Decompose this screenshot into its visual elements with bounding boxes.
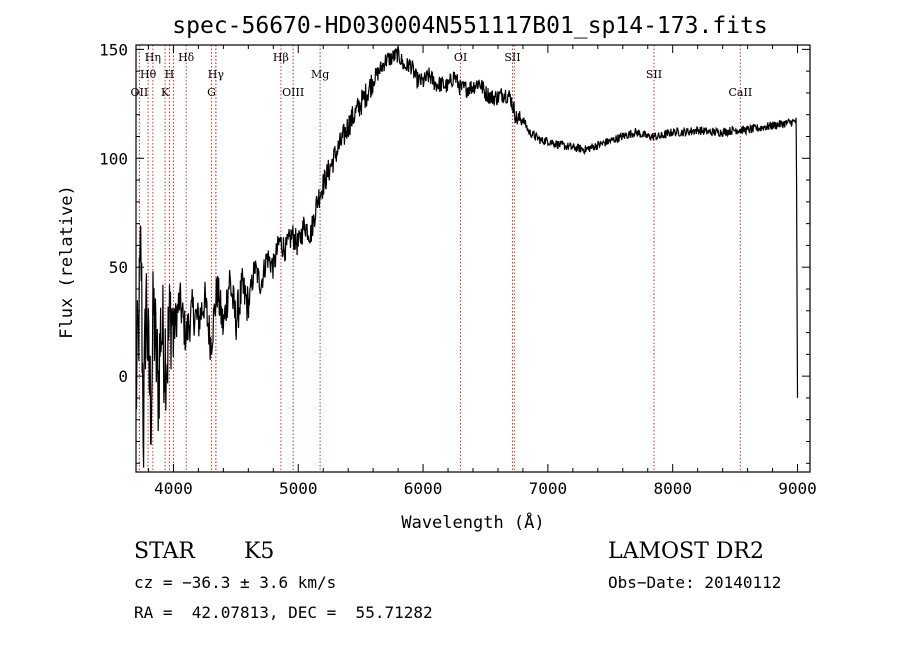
line-label: Hγ [208,68,225,81]
line-label: K [161,86,170,99]
chart-title: spec-56670-HD030004N551117B01_sp14-173.f… [172,13,767,39]
x-tick-label: 6000 [404,479,443,498]
y-tick-label: 50 [109,258,128,277]
line-label: CaII [729,86,753,99]
x-axis-label: Wavelength (Å) [401,511,544,533]
x-tick-label: 7000 [529,479,568,498]
line-label: SII [646,68,662,81]
observation-date: Obs−Date: 20140112 [608,573,782,592]
x-tick-label: 9000 [778,479,817,498]
y-axis-label: Flux (relative) [57,185,77,339]
line-label: Hη [145,51,161,64]
line-label: Hθ [140,68,157,81]
line-label: SII [504,51,520,64]
x-tick-label: 4000 [154,479,193,498]
plot-frame [135,44,811,473]
line-label: H [165,68,175,81]
line-label: G [207,86,216,99]
y-tick-label: 100 [99,149,128,168]
spectrum-line [135,46,799,468]
line-label: Hβ [273,51,289,64]
ra-dec: RA = 42.07813, DEC = 55.71282 [134,603,433,622]
redshift-cz: cz = −36.3 ± 3.6 km/s [134,573,337,592]
subclass: K5 [244,539,275,564]
line-label: OIII [282,86,304,99]
object-class: STAR [134,539,195,564]
line-label: Hδ [178,51,195,64]
survey-name: LAMOST DR2 [608,539,764,564]
x-tick-label: 8000 [653,479,692,498]
x-axis: 4000 5000 6000 7000 8000 9000 [147,45,817,498]
x-tick-label: 5000 [279,479,318,498]
y-tick-label: 150 [99,40,128,59]
y-axis: 0 50 100 150 [99,40,810,464]
y-tick-label: 0 [118,367,128,386]
line-label: OI [454,51,467,64]
emission-lines [138,45,741,472]
line-label: Mg [311,68,329,81]
